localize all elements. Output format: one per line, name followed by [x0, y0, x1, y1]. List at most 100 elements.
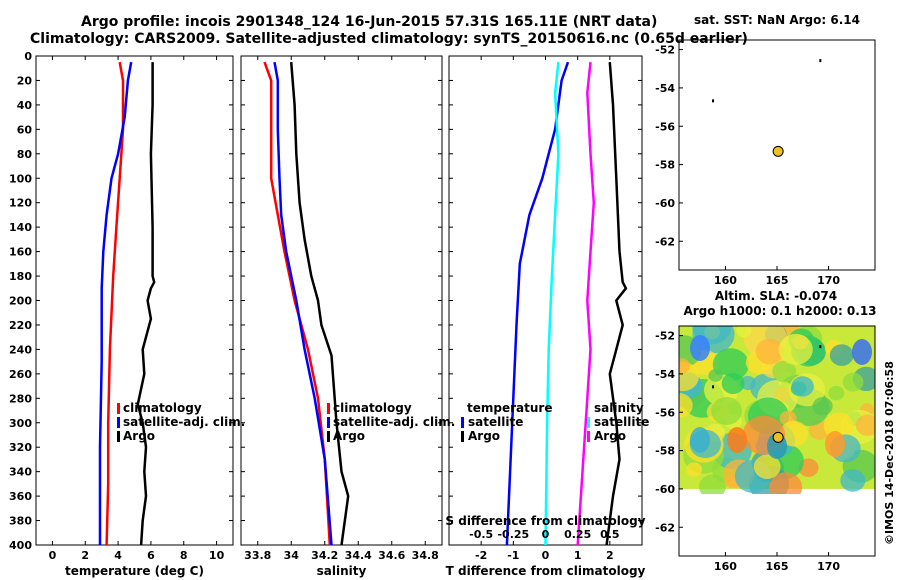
- sla-blob: [791, 376, 814, 397]
- xtick-label: 0: [542, 549, 550, 562]
- xtick-label: 160: [714, 274, 737, 287]
- xtick-label: 165: [766, 274, 789, 287]
- float-dot: [712, 99, 715, 103]
- float-dot: [712, 385, 715, 389]
- ytick-label: -56: [655, 120, 675, 133]
- ytick-label: 100: [9, 172, 32, 185]
- series-line-argo: [136, 62, 156, 546]
- map-panels: 160 165 170 -52 -54 -56 -58 -60 -62 sat. SST: NaN…: [655, 13, 876, 573]
- xtick-label: 34.2: [311, 549, 338, 562]
- legend-swatch: [117, 431, 120, 442]
- imos-watermark: ©IMOS 14-Dec-2018 07:06:58: [883, 361, 896, 545]
- ytick-label: -58: [655, 159, 675, 172]
- xtick-label: 1: [574, 549, 582, 562]
- panel-salinity: 33.8 34 34.2 34.4 34.6 34.8 salinity climatolog…: [240, 55, 455, 578]
- xtick-label: 4: [114, 549, 122, 562]
- ytick-label: 400: [9, 539, 32, 552]
- xlabel2-difference: S difference from climatology: [445, 514, 645, 528]
- panel-temperature: 0204060801001201401601802002202402602803…: [9, 50, 245, 578]
- legend-label: Argo: [468, 429, 500, 443]
- legend-swatch: [117, 417, 120, 428]
- sla-blob: [736, 326, 752, 338]
- xtick-label: 170: [817, 560, 840, 573]
- legend-swatch: [587, 431, 590, 442]
- xtick-label: 33.8: [244, 549, 271, 562]
- float-dot: [819, 59, 822, 63]
- xtick-label: 34.8: [412, 549, 439, 562]
- legend-swatch: [461, 431, 464, 442]
- ytick-label: 300: [9, 417, 32, 430]
- xtick2-label: 0.25: [564, 528, 591, 541]
- ytick-label: 220: [9, 319, 32, 332]
- ytick-label: 120: [9, 197, 32, 210]
- xtick-label: -1: [507, 549, 519, 562]
- sla-blob: [772, 360, 797, 383]
- series-line-argo: [289, 62, 350, 546]
- xtick2-label: -0.25: [497, 528, 529, 541]
- ytick-label: 60: [17, 123, 33, 136]
- xtick-label: 8: [180, 549, 188, 562]
- xtick2-label: -0.5: [469, 528, 493, 541]
- sla-blob: [778, 333, 813, 365]
- sla-blob: [686, 462, 702, 477]
- xtick-label: 165: [766, 560, 789, 573]
- legend-label: climatology: [123, 401, 202, 415]
- legend-label: Argo: [333, 429, 365, 443]
- xtick-label: 34.6: [378, 549, 405, 562]
- legend-swatch: [117, 403, 120, 414]
- sla-blob: [690, 335, 710, 361]
- ytick-label: -60: [655, 197, 675, 210]
- sla-blob: [779, 420, 809, 447]
- legend-label: satellite-adj. clim.: [333, 415, 455, 429]
- ytick-label: -58: [655, 445, 675, 458]
- sst-map-title: sat. SST: NaN Argo: 6.14: [694, 13, 860, 27]
- ytick-label: -54: [655, 82, 675, 95]
- series-line-satellite-adj-clim-: [98, 61, 133, 545]
- sla-field: [679, 326, 875, 494]
- xtick-label: 2: [81, 549, 89, 562]
- sla-blob: [825, 431, 845, 457]
- legend-label: climatology: [333, 401, 412, 415]
- sla-blob: [711, 397, 742, 425]
- ytick-label: 20: [17, 74, 33, 87]
- xtick-label: 160: [714, 560, 737, 573]
- xtick-label: 2: [606, 549, 614, 562]
- argo-profile-marker: [772, 145, 784, 157]
- ytick-label: -60: [655, 483, 675, 496]
- xtick2-label: 0.5: [600, 528, 620, 541]
- profile-panels: 0204060801001201401601802002202402602803…: [9, 50, 649, 578]
- ytick-label: 260: [9, 368, 32, 381]
- title-line1: Argo profile: incois 2901348_124 16-Jun-…: [81, 14, 657, 30]
- sla-blob: [679, 358, 691, 374]
- legend-label: satellite: [594, 415, 649, 429]
- float-dot: [819, 345, 822, 349]
- sla-blob: [852, 339, 872, 365]
- xtick-label: 170: [817, 274, 840, 287]
- sla-blob: [840, 469, 866, 492]
- xtick-label: -2: [475, 549, 487, 562]
- panel-difference: -2 -1 0 1 2 T difference from climatology -0.5…: [445, 55, 649, 578]
- panel-sst_map: 160 165 170 -52 -54 -56 -58 -60 -62 sat. SST: NaN…: [655, 13, 876, 287]
- sla-blob: [708, 369, 723, 382]
- legend-title-salinity: salinity: [594, 401, 644, 415]
- series-line-s-argo: [576, 61, 596, 546]
- ytick-label: -52: [655, 330, 675, 343]
- legend-label: satellite-adj. clim.: [123, 415, 245, 429]
- legend-swatch: [327, 417, 330, 428]
- xtick-label: 0: [49, 549, 57, 562]
- sla-blob: [753, 454, 781, 479]
- sla-blob: [679, 393, 693, 418]
- sla-map-subtitle: Argo h1000: 0.1 h2000: 0.13: [683, 304, 876, 318]
- ytick-label: 180: [9, 270, 32, 283]
- xtick-label: 6: [147, 549, 155, 562]
- legend-label: Argo: [123, 429, 155, 443]
- ytick-label: 380: [9, 515, 32, 528]
- xtick-label: 10: [209, 549, 225, 562]
- ytick-label: -62: [655, 235, 675, 248]
- ytick-label: 360: [9, 490, 32, 503]
- legend-title-temperature: temperature: [467, 401, 552, 415]
- series-line-t-argo: [605, 62, 628, 546]
- ytick-label: -54: [655, 368, 675, 381]
- legend-swatch: [327, 431, 330, 442]
